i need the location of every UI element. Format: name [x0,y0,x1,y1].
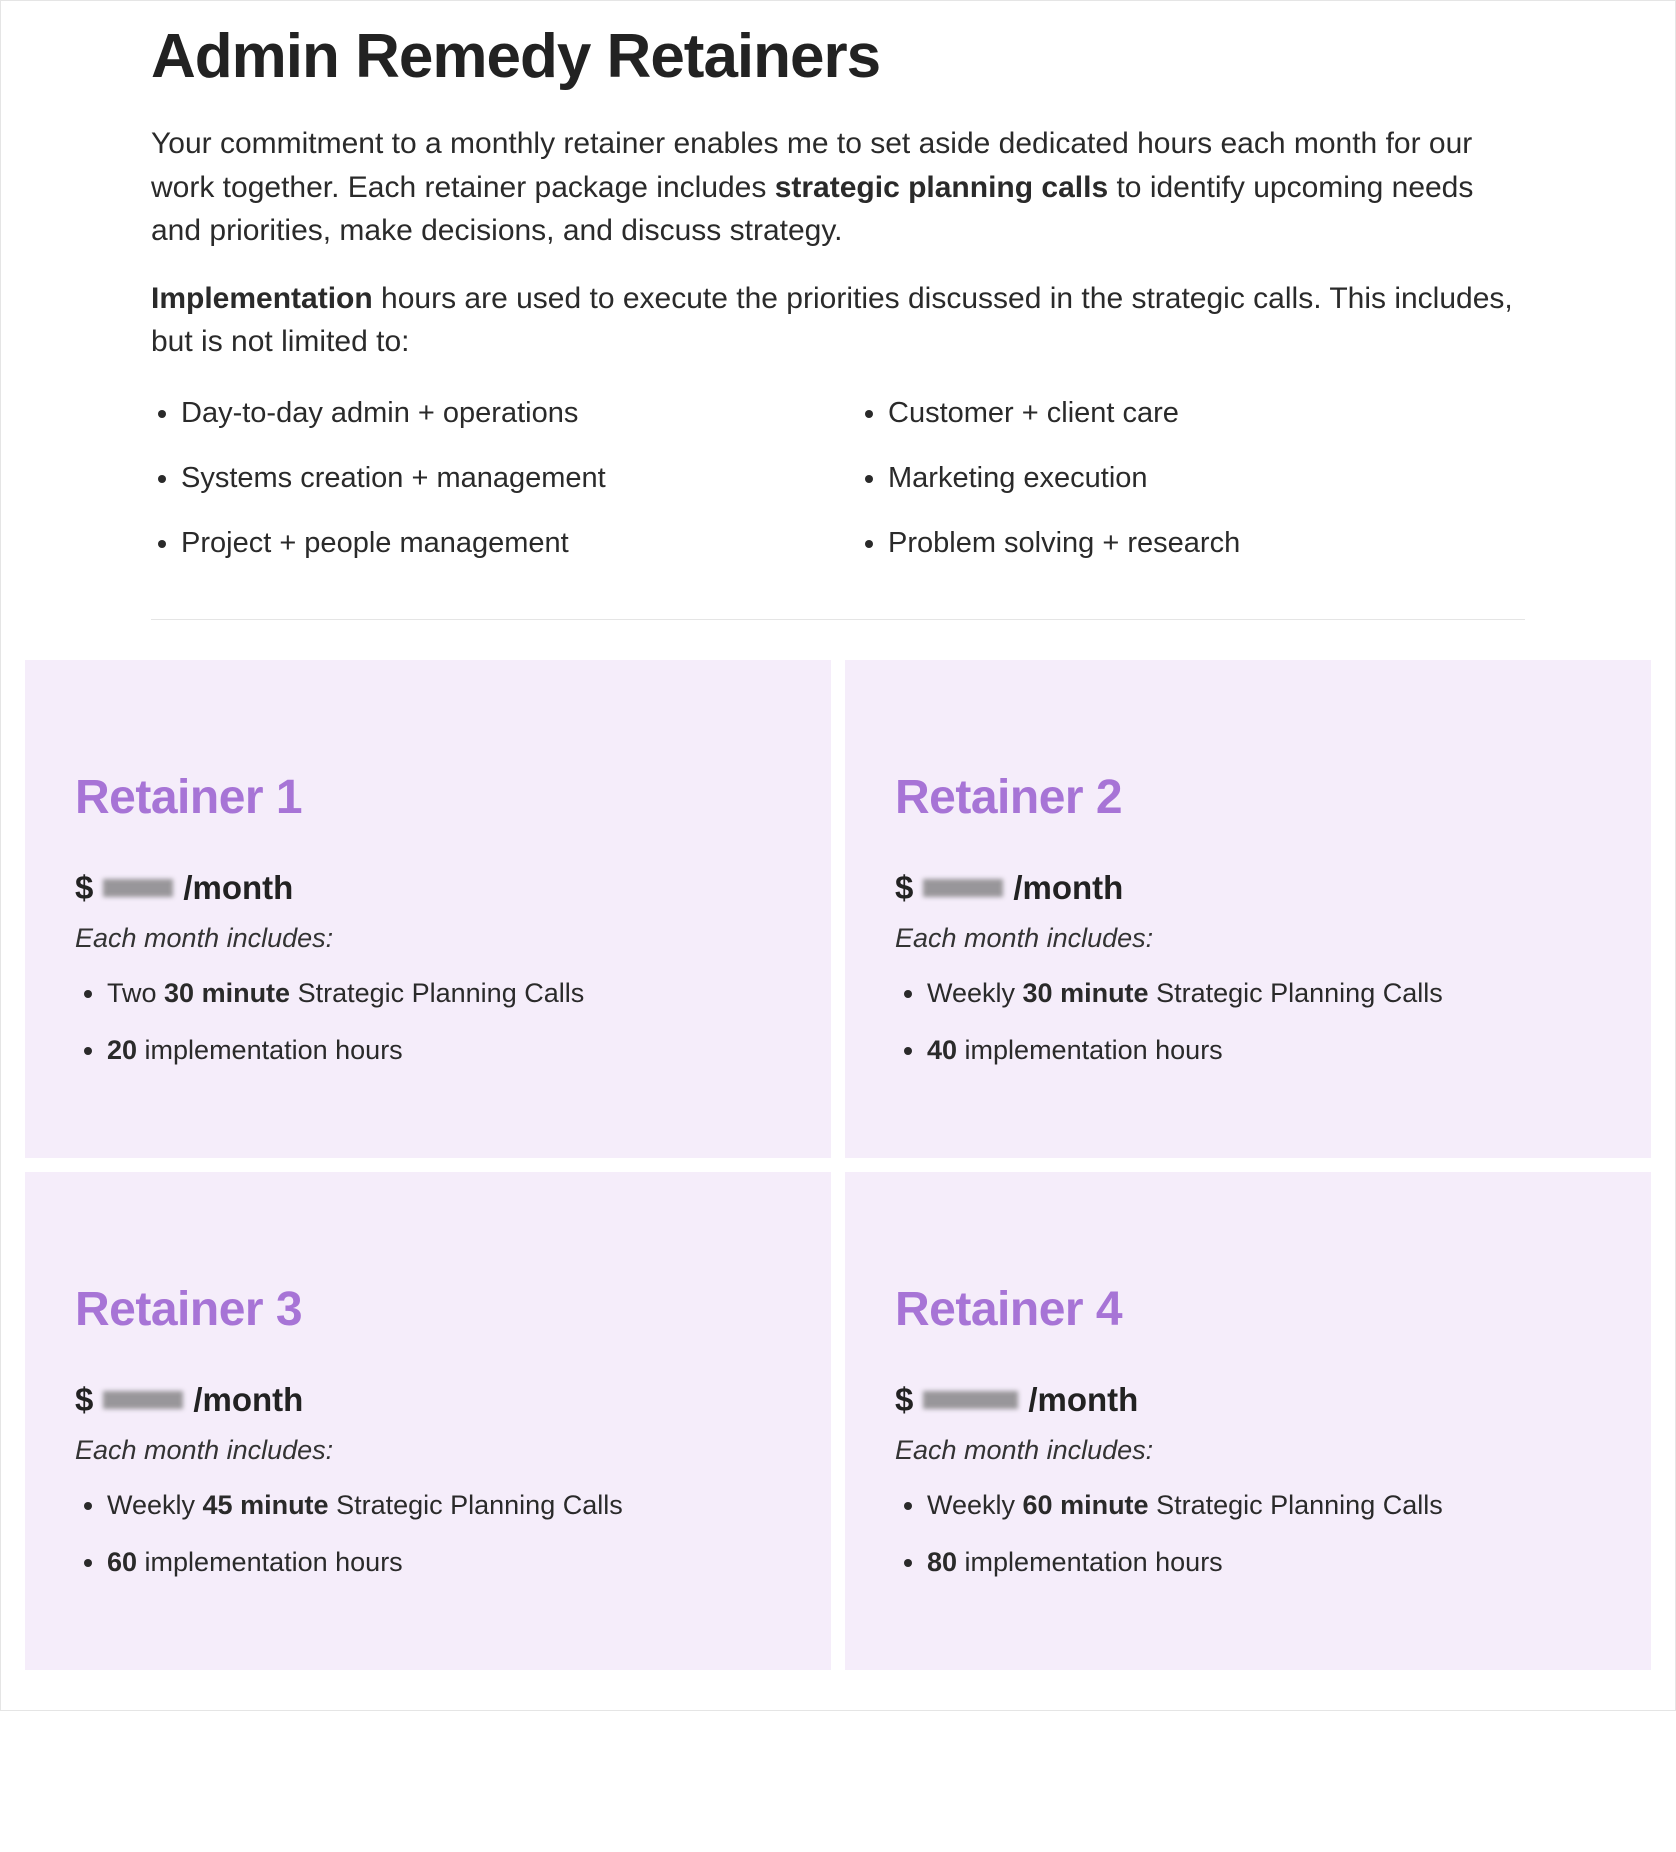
feature-calls: Weekly 30 minute Strategic Planning Call… [927,974,1601,1013]
feature-post: Strategic Planning Calls [1149,1490,1443,1520]
page-container: Admin Remedy Retainers Your commitment t… [0,0,1676,1711]
bullet-item: Marketing execution [888,459,1525,498]
redacted-price [103,879,173,897]
feature-post: Strategic Planning Calls [329,1490,623,1520]
feature-pre: Weekly [927,1490,1023,1520]
card-title: Retainer 3 [75,1282,781,1337]
feature-bold: 40 [927,1035,957,1065]
feature-post: implementation hours [957,1035,1223,1065]
includes-label: Each month includes: [895,923,1601,954]
services-bullets: Day-to-day admin + operations Systems cr… [151,394,1525,589]
bullet-item: Customer + client care [888,394,1525,433]
feature-pre: Weekly [927,978,1023,1008]
feature-bold: 20 [107,1035,137,1065]
intro-1-bold: strategic planning calls [775,171,1108,204]
card-title: Retainer 4 [895,1282,1601,1337]
feature-pre: Weekly [107,1490,203,1520]
redacted-price [103,1391,183,1409]
feature-post: Strategic Planning Calls [1149,978,1443,1008]
feature-bold: 30 minute [1023,978,1149,1008]
redacted-price [923,879,1003,897]
feature-calls: Weekly 45 minute Strategic Planning Call… [107,1486,781,1525]
feature-bold: 60 minute [1023,1490,1149,1520]
bullet-item: Project + people management [181,524,818,563]
card-feature-list: Two 30 minute Strategic Planning Calls 2… [75,974,781,1070]
feature-post: Strategic Planning Calls [290,978,584,1008]
feature-bold: 30 minute [164,978,290,1008]
feature-pre: Two [107,978,164,1008]
retainer-cards-grid: Retainer 1 $ /month Each month includes:… [1,620,1675,1671]
per-month: /month [1028,1381,1138,1419]
feature-hours: 80 implementation hours [927,1543,1601,1582]
intro-2-bold: Implementation [151,282,373,315]
per-month: /month [193,1381,303,1419]
feature-bold: 80 [927,1547,957,1577]
bullets-left-list: Day-to-day admin + operations Systems cr… [151,394,818,589]
per-month: /month [183,869,293,907]
retainer-card-2: Retainer 2 $ /month Each month includes:… [845,660,1651,1158]
feature-post: implementation hours [137,1547,403,1577]
feature-post: implementation hours [957,1547,1223,1577]
feature-calls: Weekly 60 minute Strategic Planning Call… [927,1486,1601,1525]
page-title: Admin Remedy Retainers [151,21,1525,92]
card-title: Retainer 1 [75,770,781,825]
bullets-right-list: Customer + client care Marketing executi… [858,394,1525,589]
feature-hours: 60 implementation hours [107,1543,781,1582]
price-line: $ /month [895,1381,1601,1419]
bullet-item: Systems creation + management [181,459,818,498]
redacted-price [923,1391,1018,1409]
includes-label: Each month includes: [75,1435,781,1466]
card-title: Retainer 2 [895,770,1601,825]
bullet-item: Day-to-day admin + operations [181,394,818,433]
includes-label: Each month includes: [75,923,781,954]
feature-bold: 45 minute [203,1490,329,1520]
per-month: /month [1013,869,1123,907]
card-feature-list: Weekly 45 minute Strategic Planning Call… [75,1486,781,1582]
retainer-card-4: Retainer 4 $ /month Each month includes:… [845,1172,1651,1670]
feature-calls: Two 30 minute Strategic Planning Calls [107,974,781,1013]
dollar-sign: $ [75,1381,93,1419]
price-line: $ /month [75,869,781,907]
card-feature-list: Weekly 30 minute Strategic Planning Call… [895,974,1601,1070]
feature-hours: 40 implementation hours [927,1031,1601,1070]
feature-bold: 60 [107,1547,137,1577]
price-line: $ /month [75,1381,781,1419]
intro-paragraph-1: Your commitment to a monthly retainer en… [151,122,1525,253]
dollar-sign: $ [895,1381,913,1419]
retainer-card-3: Retainer 3 $ /month Each month includes:… [25,1172,831,1670]
includes-label: Each month includes: [895,1435,1601,1466]
header-block: Admin Remedy Retainers Your commitment t… [1,21,1675,620]
intro-paragraph-2: Implementation hours are used to execute… [151,277,1525,364]
dollar-sign: $ [75,869,93,907]
dollar-sign: $ [895,869,913,907]
card-feature-list: Weekly 60 minute Strategic Planning Call… [895,1486,1601,1582]
bullet-item: Problem solving + research [888,524,1525,563]
feature-hours: 20 implementation hours [107,1031,781,1070]
retainer-card-1: Retainer 1 $ /month Each month includes:… [25,660,831,1158]
feature-post: implementation hours [137,1035,403,1065]
price-line: $ /month [895,869,1601,907]
